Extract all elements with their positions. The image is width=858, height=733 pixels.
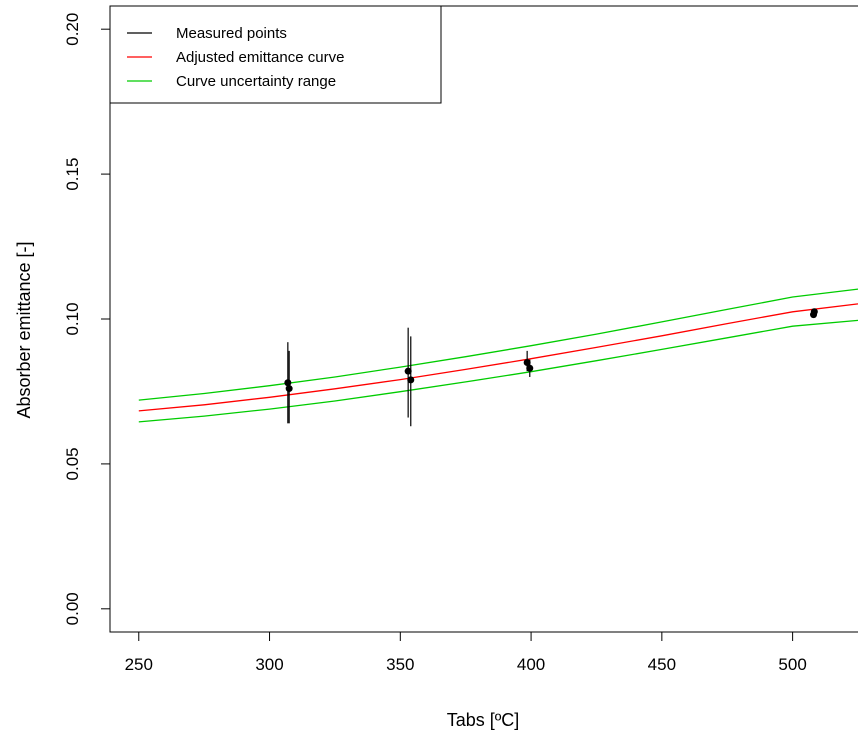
measured-point xyxy=(523,358,531,366)
curves-layer xyxy=(138,288,858,423)
measured-point xyxy=(284,379,292,387)
legend-label: Curve uncertainty range xyxy=(176,73,336,90)
y-tick-label: 0.00 xyxy=(63,592,82,625)
x-axis: 250 300 350 400 450 500 xyxy=(125,631,807,674)
legend-box xyxy=(109,5,442,104)
y-axis-title: Absorber emittance [-] xyxy=(14,241,34,418)
legend: Measured points Adjusted emittance curve C… xyxy=(109,5,442,104)
x-tick-label: 250 xyxy=(125,655,153,674)
y-axis: 0.00 0.05 0.10 0.15 0.20 xyxy=(63,13,110,625)
x-tick-label: 350 xyxy=(386,655,414,674)
adjusted-emittance-curve xyxy=(138,303,858,412)
y-tick-label: 0.10 xyxy=(63,302,82,335)
measured-point xyxy=(407,376,415,384)
x-tick-label: 450 xyxy=(648,655,676,674)
x-tick-label: 500 xyxy=(778,655,806,674)
uncertainty-upper-curve xyxy=(138,288,858,401)
x-axis-title: Tabs [ºC] xyxy=(447,710,520,730)
uncertainty-lower-curve xyxy=(138,319,858,423)
measured-point xyxy=(526,364,534,372)
y-tick-label: 0.15 xyxy=(63,158,82,191)
legend-label: Measured points xyxy=(176,25,287,42)
measured-point xyxy=(285,385,293,393)
y-tick-label: 0.05 xyxy=(63,447,82,480)
measured-point xyxy=(404,367,412,375)
legend-label: Adjusted emittance curve xyxy=(176,49,344,66)
x-tick-label: 400 xyxy=(517,655,545,674)
measured-point xyxy=(810,308,818,316)
y-tick-label: 0.20 xyxy=(63,13,82,46)
measured-points-layer xyxy=(284,308,818,427)
x-tick-label: 300 xyxy=(255,655,283,674)
